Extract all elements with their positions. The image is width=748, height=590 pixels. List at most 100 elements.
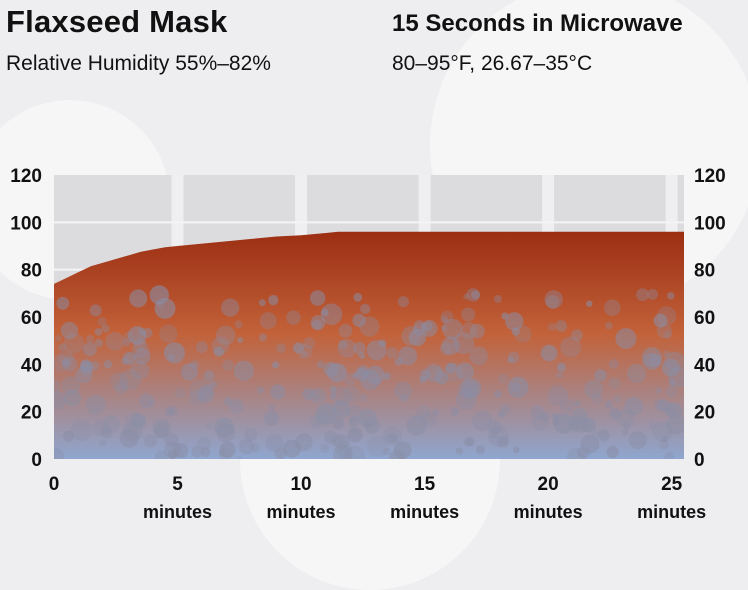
texture-bubble	[382, 426, 403, 446]
texture-bubble	[268, 295, 279, 306]
texture-bubble	[440, 310, 454, 323]
texture-bubble	[89, 304, 102, 317]
texture-bubble	[119, 369, 141, 391]
texture-bubble	[555, 320, 568, 332]
texture-bubble	[309, 387, 327, 405]
texture-bubble	[545, 295, 560, 309]
texture-bubble	[130, 360, 150, 380]
texture-bubble	[366, 340, 387, 361]
texture-bubble	[265, 433, 284, 452]
texture-bubble	[264, 410, 279, 426]
texture-bubble	[475, 445, 485, 455]
texture-bubble	[338, 339, 349, 350]
texture-bubble	[191, 445, 204, 458]
texture-bubble	[332, 444, 353, 459]
texture-bubble	[463, 293, 470, 300]
texture-bubble	[667, 292, 675, 300]
texture-bubble	[605, 321, 613, 330]
texture-bubble	[54, 379, 61, 394]
texture-bubble	[615, 328, 637, 349]
texture-bubble	[608, 377, 621, 389]
x-tick-label: 20	[538, 474, 559, 495]
y-tick-label-right: 80	[694, 261, 715, 282]
texture-bubble	[352, 313, 366, 328]
texture-bubble	[387, 432, 398, 443]
texture-bubble	[63, 389, 82, 407]
texture-bubble	[274, 447, 287, 459]
texture-bubble	[205, 421, 214, 430]
texture-bubble	[309, 415, 323, 429]
texture-bubble	[348, 416, 359, 427]
texture-bubble	[139, 393, 154, 409]
texture-bubble	[256, 386, 265, 394]
texture-bubble	[649, 354, 663, 368]
texture-bubble	[661, 358, 680, 377]
texture-bubble	[163, 441, 181, 459]
texture-bubble	[394, 381, 413, 400]
texture-bubble	[452, 332, 475, 355]
texture-bubble	[58, 350, 74, 367]
texture-bubble	[54, 354, 70, 372]
texture-bubble	[408, 328, 427, 347]
texture-bubble	[591, 429, 600, 437]
texture-bubble	[355, 367, 369, 382]
texture-bubble	[666, 403, 683, 419]
texture-bubble	[393, 441, 412, 459]
texture-bubble	[513, 446, 520, 454]
texture-bubble	[105, 331, 125, 351]
texture-bubble	[315, 403, 338, 425]
texture-bubble	[622, 421, 631, 430]
texture-bubble	[127, 326, 147, 345]
texture-bubble	[54, 390, 67, 410]
texture-bubble	[450, 406, 460, 416]
texture-bubble	[455, 389, 477, 410]
x-tick-unit-label: minutes	[143, 502, 212, 522]
texture-bubble	[664, 330, 672, 339]
texture-bubble	[101, 324, 110, 333]
texture-bubble	[165, 406, 175, 417]
texture-bubble	[206, 382, 214, 390]
texture-bubble	[445, 362, 457, 374]
texture-bubble	[460, 378, 482, 399]
texture-bubble	[364, 418, 380, 434]
texture-bubble	[330, 434, 344, 448]
texture-bubble	[129, 289, 148, 308]
texture-bubble	[60, 321, 79, 340]
y-axis-left: 0 20 40 60 80 100 120	[10, 166, 42, 471]
texture-bubble	[406, 414, 427, 436]
texture-bubble	[648, 422, 657, 430]
texture-bubble	[505, 312, 524, 331]
temperature-subtitle: 80–95°F, 26.67–35°C	[392, 52, 593, 75]
y-tick-label-right: 100	[694, 213, 726, 234]
texture-bubble	[259, 312, 277, 330]
texture-bubble	[122, 338, 131, 347]
texture-bubble	[621, 428, 629, 436]
texture-bubble	[552, 419, 559, 427]
texture-bubble	[244, 427, 258, 441]
texture-bubble	[311, 319, 323, 330]
texture-bubble	[366, 435, 389, 457]
x-axis: 0 5 minutes 10 minutes 15 minutes 20 minutes 25 mi…	[49, 474, 706, 522]
texture-bubble	[661, 436, 668, 443]
texture-bubble	[85, 394, 106, 415]
texture-bubble	[330, 392, 337, 399]
texture-bubble	[664, 451, 675, 459]
texture-bubble	[233, 360, 255, 381]
texture-bubble	[250, 443, 260, 453]
texture-bubble	[608, 359, 619, 369]
texture-bubble	[323, 430, 338, 444]
texture-bubble	[487, 420, 502, 434]
texture-bubble	[190, 360, 200, 370]
texture-bubble	[134, 348, 151, 365]
texture-bubble	[507, 351, 520, 364]
texture-bubble	[560, 336, 582, 358]
texture-bubble	[655, 387, 662, 395]
texture-bubble	[92, 419, 110, 436]
texture-bubble	[103, 360, 113, 369]
x-tick-unit-label: minutes	[637, 502, 706, 522]
texture-bubble	[297, 343, 313, 360]
texture-bubble	[594, 369, 607, 382]
texture-bubble	[130, 413, 147, 429]
texture-bubble	[653, 313, 668, 328]
texture-bubble	[329, 385, 337, 394]
